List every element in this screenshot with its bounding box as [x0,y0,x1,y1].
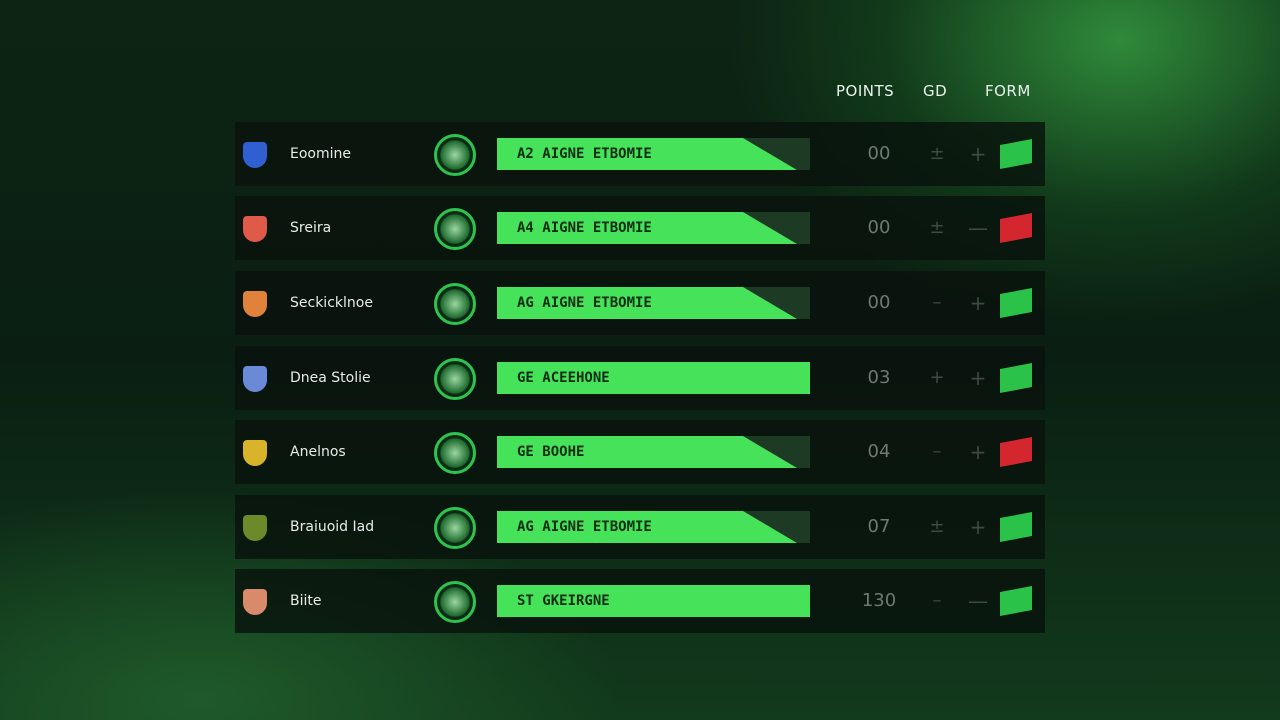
team-crest [243,216,267,242]
bar-label: AG AIGNE ETBOMIE [517,519,652,535]
form-sign: + [969,515,987,539]
bar-label: A4 AIGNE ETBOMIE [517,220,652,236]
team-crest [243,366,267,392]
points: 07 [867,516,891,537]
table-row: Anelnos GE BOOHE 04 – + [235,420,1045,484]
progress-bar: AG AIGNE ETBOMIE [497,287,810,319]
team-name: Braiuoid Iad [290,519,375,535]
bar-label: AG AIGNE ETBOMIE [517,295,652,311]
points: 00 [867,217,891,238]
club-logo [434,507,476,549]
club-logo [434,283,476,325]
form-flag [1000,437,1032,467]
progress-fill [497,362,810,394]
table-row: Eoomine A2 AIGNE ETBOMIE 00 ± + [235,122,1045,186]
team-name: Sreira [290,220,332,236]
team-crest [243,589,267,615]
club-logo [434,432,476,474]
form-sign: + [969,366,987,390]
goal-difference: – [932,441,942,462]
goal-difference: ± [929,143,945,164]
bar-label: ST GKEIRGNE [517,593,610,609]
form-sign: + [969,291,987,315]
points: 03 [867,367,891,388]
team-crest [243,142,267,168]
progress-bar: ST GKEIRGNE [497,585,810,617]
progress-bar: A4 AIGNE ETBOMIE [497,212,810,244]
progress-fill [497,212,797,244]
club-logo [434,358,476,400]
goal-difference: ± [929,516,945,537]
points: 130 [861,590,897,611]
team-name: Anelnos [290,444,346,460]
table-row: Sreira A4 AIGNE ETBOMIE 00 ± — [235,196,1045,260]
goal-difference: ± [929,217,945,238]
progress-bar: AG AIGNE ETBOMIE [497,511,810,543]
team-name: Seckicklnoe [290,295,373,311]
form-sign: + [969,440,987,464]
goal-difference: – [932,292,942,313]
form-sign: — [968,216,988,240]
points: 00 [867,292,891,313]
points: 04 [867,441,891,462]
club-logo [434,208,476,250]
progress-fill [497,287,797,319]
table-row: Seckicklnoe AG AIGNE ETBOMIE 00 – + [235,271,1045,335]
table-row: Braiuoid Iad AG AIGNE ETBOMIE 07 ± + [235,495,1045,559]
progress-bar: A2 AIGNE ETBOMIE [497,138,810,170]
goal-difference: – [932,590,942,611]
progress-bar: GE ACEEHONE [497,362,810,394]
form-flag [1000,512,1032,542]
bar-label: GE BOOHE [517,444,585,460]
progress-fill [497,511,797,543]
header-points: POINTS [836,82,895,100]
form-flag [1000,586,1032,616]
bar-label: GE ACEEHONE [517,370,610,386]
progress-fill [497,138,797,170]
team-crest [243,515,267,541]
header-form: FORM [985,82,1031,100]
form-flag [1000,213,1032,243]
table-row: Biite ST GKEIRGNE 130 – — [235,569,1045,633]
team-name: Dnea Stolie [290,370,371,386]
club-logo [434,581,476,623]
club-logo [434,134,476,176]
form-sign: — [968,589,988,613]
team-name: Eoomine [290,146,351,162]
team-name: Biite [290,593,322,609]
form-sign: + [969,142,987,166]
goal-difference: + [929,367,945,388]
form-flag [1000,288,1032,318]
form-flag [1000,139,1032,169]
bar-label: A2 AIGNE ETBOMIE [517,146,652,162]
table-row: Dnea Stolie GE ACEEHONE 03 + + [235,346,1045,410]
points: 00 [867,143,891,164]
progress-fill [497,436,797,468]
progress-bar: GE BOOHE [497,436,810,468]
header-gd: GD [923,82,948,100]
progress-fill [497,585,810,617]
form-flag [1000,363,1032,393]
team-crest [243,291,267,317]
team-crest [243,440,267,466]
